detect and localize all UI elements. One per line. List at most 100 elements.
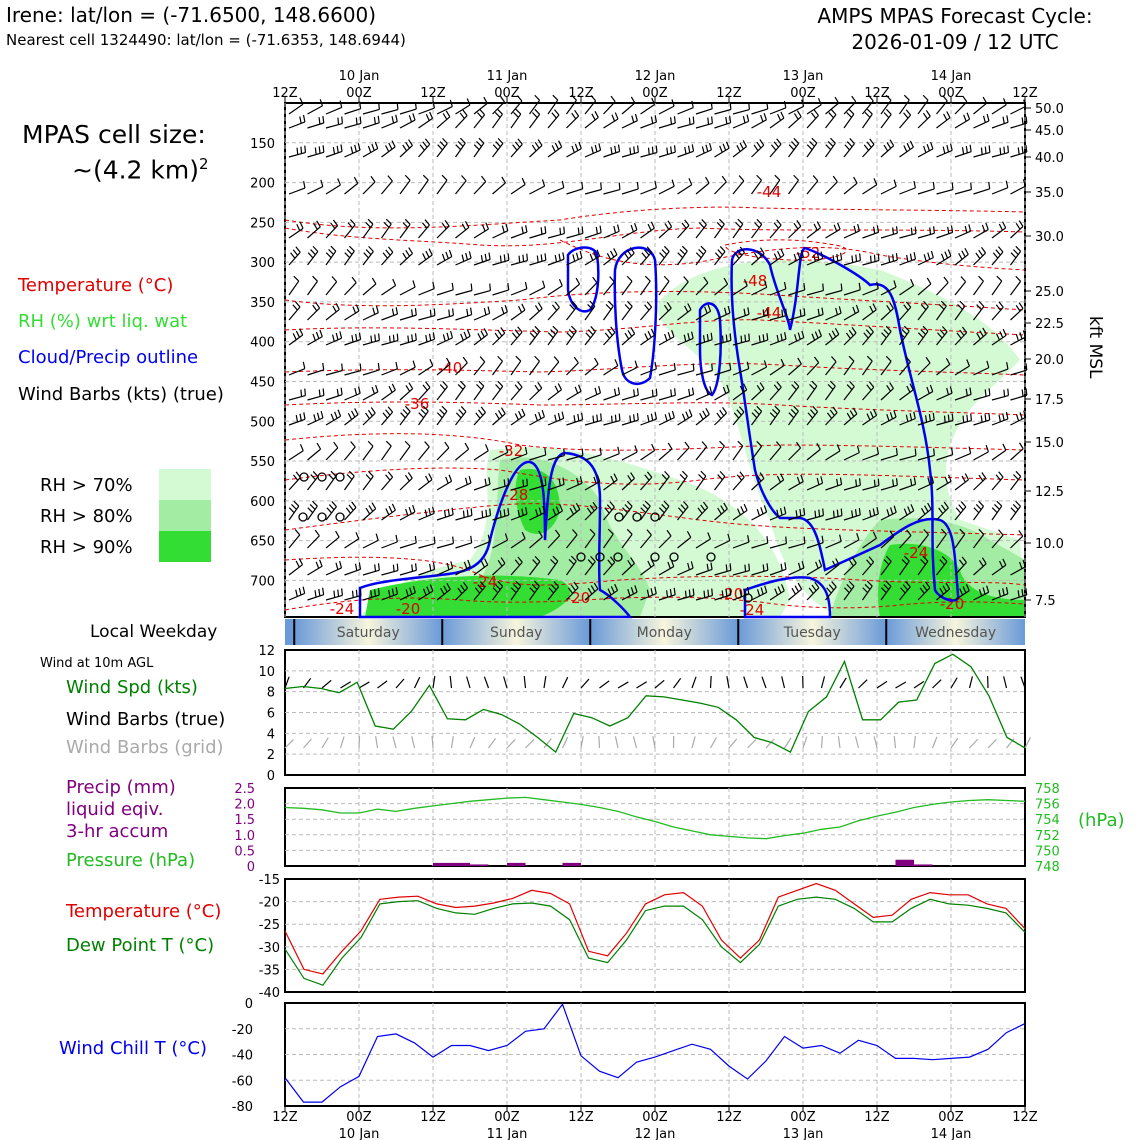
wind-barb-staff: [603, 453, 620, 461]
wind-barb: [991, 180, 1009, 195]
wind-barb-flag: [943, 415, 946, 423]
wind-barb: [307, 587, 325, 601]
wind-barb-flag: [440, 587, 445, 595]
wind-barb: [344, 470, 355, 491]
wind-barb-flag: [616, 224, 620, 232]
wind-barb-flag: [494, 112, 501, 118]
wind-barb-staff: [788, 105, 804, 115]
wind-barb-staff: [325, 594, 343, 601]
wind-barb-flag: [690, 561, 694, 569]
wind-barb-flag: [507, 508, 510, 516]
wind-barb: [640, 115, 658, 129]
wind-barb-staff: [677, 506, 689, 521]
wind-barb: [843, 95, 857, 115]
wind-barb-staff: [862, 331, 874, 346]
wind-barb-flag: [890, 507, 894, 515]
wind-barb-flag: [331, 334, 335, 342]
wind-barb-staff: [862, 360, 873, 376]
wind-barb-flag: [892, 227, 895, 235]
wind-barb-true: [599, 680, 610, 689]
wind-barb-staff: [362, 369, 380, 376]
wind-barb: [362, 141, 379, 158]
wind-barb-staff: [658, 105, 675, 115]
wind-barb-flag: [378, 102, 380, 110]
wind-barb-staff: [658, 535, 672, 549]
wind-barb-flag: [736, 409, 742, 416]
temperature-contour-label: -44: [757, 183, 782, 201]
wind-barb-staff: [1010, 307, 1024, 321]
wind-barb-flag: [476, 384, 482, 390]
wind-barb: [584, 385, 602, 401]
wind-barb: [677, 588, 695, 601]
wind-barb-flag: [889, 302, 894, 309]
wind-barb-flag: [947, 414, 950, 422]
wind-barb: [843, 507, 861, 521]
wind-barb-staff: [510, 585, 522, 601]
wind-barb-flag: [763, 112, 767, 120]
wind-barb-staff: [455, 104, 471, 115]
wind-barb-staff: [991, 395, 1009, 401]
wind-barb: [677, 245, 688, 266]
wind-barb-staff: [436, 480, 452, 491]
wind-tick-label: 4: [267, 727, 275, 742]
wind-barb: [288, 558, 304, 576]
wind-barb: [732, 218, 744, 239]
wind-barb-staff: [621, 394, 639, 401]
wind-barb: [510, 531, 526, 549]
wind-barb-flag: [414, 535, 417, 544]
wind-barb-flag: [484, 558, 489, 566]
kft-tick-label: 40.0: [1035, 151, 1064, 166]
wind-barb: [695, 588, 714, 601]
wind-barb-staff: [640, 368, 657, 376]
wind-barb: [695, 176, 710, 195]
wind-barb-flag: [521, 303, 526, 311]
wind-barb-staff: [917, 362, 931, 376]
wind-barb-flag: [840, 252, 843, 260]
wind-barb-flag: [504, 533, 509, 541]
wind-barb-flag: [299, 97, 304, 105]
wind-barb-staff: [288, 564, 303, 576]
wind-barb: [788, 536, 806, 549]
wind-barb-flag: [387, 246, 394, 253]
wind-barb-grid: [431, 735, 434, 749]
top-time-label: 12Z: [716, 86, 742, 101]
wind-barb-staff: [547, 510, 563, 521]
wind-barb-flag: [673, 145, 676, 153]
wind-barb-flag: [774, 405, 781, 412]
top-time-label: 00Z: [494, 86, 520, 101]
wind-barb-staff: [788, 447, 801, 461]
temp-tick-label: -30: [259, 941, 280, 956]
wind-barb-staff: [529, 259, 546, 266]
wind-barb-staff: [732, 180, 745, 195]
wind-barb-flag: [647, 223, 652, 231]
wind-barb-staff: [399, 119, 416, 129]
wind-barb: [732, 361, 750, 376]
wind-barb: [436, 405, 448, 426]
wind-barb: [473, 581, 486, 601]
wind-barb-flag: [568, 329, 575, 335]
wind-barb-staff: [825, 385, 836, 401]
wind-barb-flag: [681, 222, 687, 229]
weekday-segment: [294, 619, 443, 645]
wind-barb: [510, 556, 523, 576]
wind-barb-flag: [554, 385, 559, 393]
wind-barb-flag: [537, 139, 543, 146]
wind-barb-staff: [492, 514, 509, 521]
wind-barb: [344, 532, 360, 549]
wind-barb: [621, 360, 638, 376]
temperature-contour-label: -48: [743, 272, 768, 290]
wind-barb-staff: [344, 149, 361, 158]
wind-barb-flag: [748, 333, 751, 341]
wind-barb-flag: [793, 253, 797, 261]
wind-barb-staff: [751, 253, 765, 266]
wind-barb-grid: [321, 737, 329, 749]
wind-barb-flag: [371, 277, 377, 285]
wind-barb-flag: [351, 410, 356, 418]
wind-barb: [640, 97, 656, 115]
wind-barb: [751, 174, 762, 195]
wind-barb-flag: [312, 245, 319, 252]
wind-barb-flag: [501, 225, 505, 233]
wind-barb-flag: [347, 222, 354, 229]
wind-barb-flag: [359, 588, 362, 596]
wind-barb-staff: [806, 142, 818, 158]
